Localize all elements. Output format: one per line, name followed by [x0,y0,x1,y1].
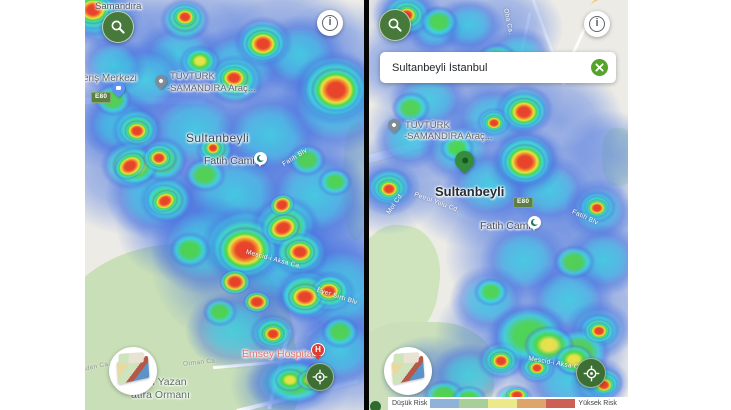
my-location-icon [312,369,328,385]
mosque-pin[interactable] [528,216,541,231]
map-panel-left[interactable]: Fatih Blv Mescid-i Aksa Ca. Eyer Sırtı B… [85,0,364,410]
clear-search-button[interactable] [591,59,608,76]
heat-blob [473,277,509,307]
heat-blob [243,291,271,313]
mosque-label: Fatih Cami [204,155,255,167]
info-icon: i [322,15,338,31]
heat-blob [284,239,316,265]
mall-label: eriş Merkezi [85,73,137,84]
heat-blob [202,297,238,327]
heat-blob [586,199,608,217]
hospital-label: Emsey Hospital [242,348,315,360]
hospital-pin[interactable]: H [311,343,325,360]
heat-blob [245,29,281,59]
legend-badge [370,401,381,410]
tuvturk-label-line1: TÜVTÜRK [405,120,450,131]
heat-blob [552,244,596,280]
risk-legend: Düşük Risk Yüksek Risk [388,397,628,410]
heat-blob [168,231,212,269]
heat-blob [484,115,504,131]
map-panel-right[interactable]: Oba Ca. Petrol Yolu Cd. Mol Cd. Fatih Bl… [369,0,628,410]
heat-blob [315,280,343,302]
heat-blob [503,143,547,181]
e80-road-badge: E80 [513,197,534,208]
legend-low-label: Düşük Risk [392,400,428,407]
legend-swatch [488,399,518,408]
heat-blob [183,157,227,193]
heat-blob [310,67,362,113]
heat-blob [219,269,251,295]
heat-blob [506,97,542,127]
district-label-sultanbeyli: Sultanbeyli [186,131,250,145]
legend-swatch [546,399,576,408]
legend-swatch [430,399,460,408]
legend-swatch [517,399,547,408]
mosque-pin[interactable] [254,152,267,167]
heat-blob [588,322,610,340]
tuvturk-label-line1: TÜVTÜRK [170,71,215,82]
mosque-label: Fatih Cami [480,220,531,232]
heat-blob [219,66,249,90]
info-button[interactable]: i [584,11,610,37]
legend-swatch [459,399,489,408]
search-icon [388,18,402,32]
forest-label-line2: atıra Ormanı [131,389,190,401]
heat-blob [419,5,459,39]
area-label-samandira: Samandıra [95,1,142,12]
my-location-button[interactable] [576,358,606,388]
search-button[interactable] [102,11,134,43]
heat-blob [261,324,285,344]
tuvturk-label-line2: -SAMANDIRA Araç... [404,131,493,142]
search-bar[interactable] [380,52,616,83]
search-button[interactable] [379,9,411,41]
my-location-button[interactable] [306,363,334,391]
crescent-icon [256,154,265,163]
heat-blob [184,48,216,74]
search-icon [111,20,125,34]
map-thumbnail-icon [116,355,150,385]
heat-blob [147,148,171,168]
heat-blob [204,140,222,156]
heat-blob [320,315,360,349]
e80-road-badge: E80 [91,92,112,103]
search-input[interactable] [390,60,582,75]
legend-color-scale [430,399,576,408]
close-icon [595,63,604,72]
shopping-bag-icon [116,86,121,90]
heat-blob [317,167,353,197]
legend-high-label: Yüksek Risk [578,400,617,407]
info-icon: i [589,16,605,32]
info-button[interactable]: i [317,10,343,36]
map-layers-button[interactable] [384,347,432,395]
heat-blob [489,351,513,371]
heat-blob [527,360,547,376]
my-location-icon [583,365,599,381]
heat-blob [377,179,401,199]
map-thumbnail-icon [391,355,425,385]
heat-blob [217,226,273,274]
map-layers-button[interactable] [109,347,157,395]
crescent-icon [530,218,539,227]
heat-blob [124,120,150,142]
tuvturk-label-line2: -SAMANDIRA Araç... [167,83,256,94]
heat-blob [173,7,197,27]
forest-label-line1: n Yazan [149,376,187,388]
panel-divider [364,0,369,410]
risk-heatmap-overlay [85,0,364,410]
district-label-sultanbeyli: Sultanbeyli [435,184,505,199]
